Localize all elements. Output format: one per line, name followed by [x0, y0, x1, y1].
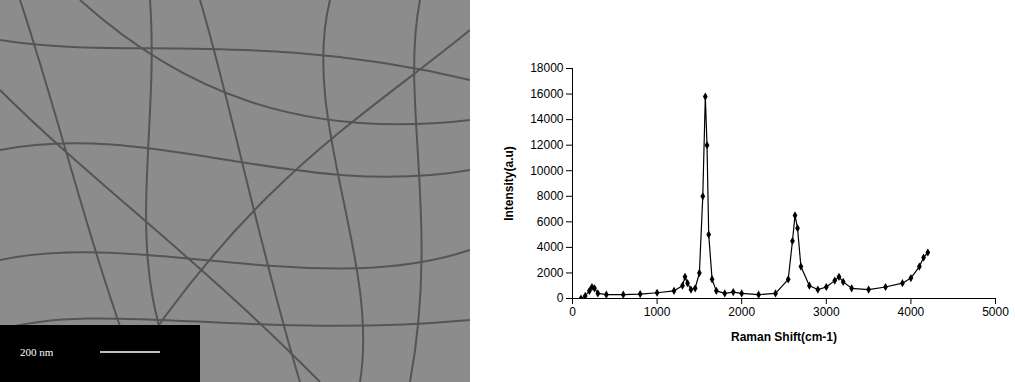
svg-text:4000: 4000 [898, 305, 925, 319]
svg-text:Intensity(a.u): Intensity(a.u) [502, 146, 516, 221]
svg-text:10000: 10000 [530, 164, 564, 178]
svg-text:6000: 6000 [537, 215, 564, 229]
svg-text:16000: 16000 [530, 87, 564, 101]
svg-text:200 nm: 200 nm [20, 346, 54, 358]
svg-text:2000: 2000 [537, 266, 564, 280]
svg-text:3000: 3000 [813, 305, 840, 319]
svg-text:5000: 5000 [982, 305, 1009, 319]
svg-text:0: 0 [557, 291, 564, 305]
svg-text:1000: 1000 [644, 305, 671, 319]
svg-text:18000: 18000 [530, 61, 564, 75]
svg-text:0: 0 [569, 305, 576, 319]
svg-text:2000: 2000 [728, 305, 755, 319]
svg-text:8000: 8000 [537, 189, 564, 203]
svg-text:12000: 12000 [530, 138, 564, 152]
svg-text:14000: 14000 [530, 112, 564, 126]
svg-text:Raman Shift(cm-1): Raman Shift(cm-1) [731, 330, 837, 344]
svg-text:4000: 4000 [537, 240, 564, 254]
